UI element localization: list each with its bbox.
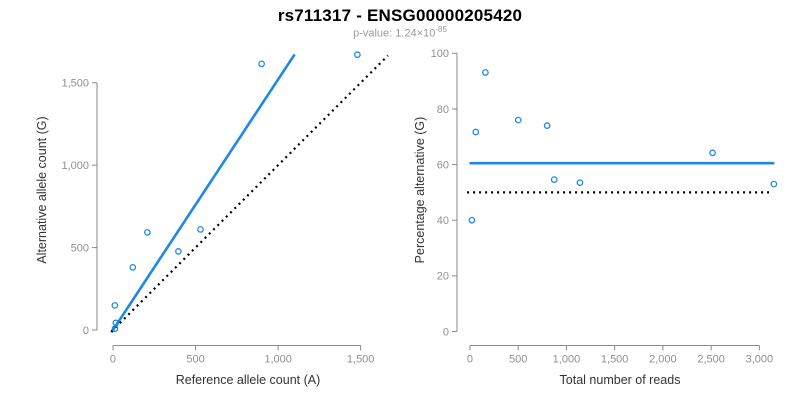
data-point [143, 229, 151, 236]
x-tick-label: 0 [110, 353, 116, 365]
x-tick-label: 1,000 [553, 353, 581, 365]
fit-line [110, 53, 296, 334]
y-tick-label: 20 [437, 271, 449, 283]
data-point [576, 179, 584, 187]
y-tick-label: 80 [437, 104, 449, 116]
data-point [770, 180, 778, 188]
pvalue-exponent: -85 [435, 25, 447, 34]
data-point [175, 248, 182, 255]
pvalue-text: p-value: 1.24×10 [353, 27, 436, 40]
y-tick-label: 60 [437, 159, 449, 171]
x-tick-label: 3,000 [746, 353, 774, 365]
right-plot-yaxis-title: Percentage alternative (G) [413, 116, 427, 264]
y-tick-label: 100 [431, 48, 449, 60]
x-tick-label: 2,000 [649, 353, 677, 365]
data-point [472, 128, 480, 136]
data-point [468, 216, 476, 224]
y-tick-label: 1,500 [61, 78, 89, 90]
x-tick-label: 1,500 [601, 353, 629, 365]
x-tick-label: 500 [509, 353, 527, 365]
x-tick-label: 1,500 [347, 353, 375, 365]
x-tick-label: 0 [467, 353, 473, 365]
y-tick-label: 0 [83, 325, 89, 337]
x-tick-label: 2,500 [697, 353, 725, 365]
percentage-alternative-scatter: 0 20 40 60 80 100 0 500 1,000 1,500 2,000 2,500 3,00… [431, 48, 778, 365]
data-point [197, 226, 204, 233]
y-tick-label: 40 [437, 215, 449, 227]
identity-line [110, 54, 389, 333]
y-tick-label: 1,000 [61, 160, 89, 172]
data-point [354, 51, 361, 59]
y-tick-label: 0 [443, 326, 449, 338]
left-plot-yaxis-title: Alternative allele count (G) [35, 116, 49, 264]
y-tick-label: 500 [71, 242, 89, 254]
right-plot-xaxis-title: Total number of reads [559, 373, 681, 387]
x-tick-label: 500 [186, 353, 204, 365]
data-point [543, 122, 551, 129]
data-point [550, 176, 558, 183]
data-point [112, 319, 120, 327]
data-point [709, 149, 716, 157]
x-tick-label: 1,000 [264, 353, 292, 365]
data-point [129, 264, 137, 271]
figure-pvalue-subtitle: p-value: 1.24×10-85 [0, 25, 800, 40]
data-point [111, 302, 119, 309]
left-plot-xaxis-title: Reference allele count (A) [175, 373, 321, 387]
data-point [514, 116, 522, 124]
data-point [482, 69, 489, 76]
figure-title: rs711317 - ENSG00000205420 [277, 6, 523, 25]
allele-count-scatter: 0 500 1,000 1,500 0 500 1,000 1,500 [61, 51, 389, 365]
data-point [258, 60, 265, 68]
